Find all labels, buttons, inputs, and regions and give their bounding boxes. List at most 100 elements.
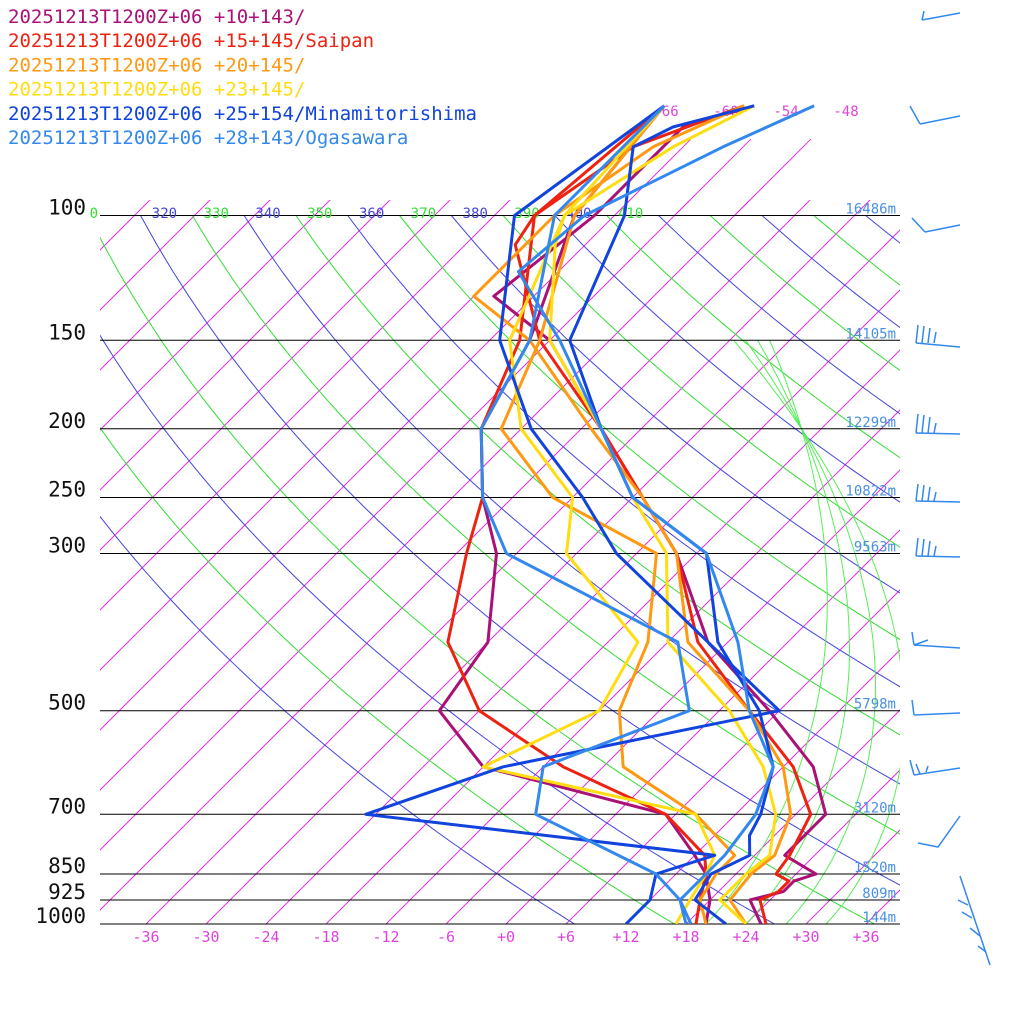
isotherm-line <box>805 829 900 924</box>
legend-entry: 20251213T1200Z+06 +28+143/Ogasawara <box>8 127 408 149</box>
height-label: 14105m <box>845 326 896 342</box>
legend-entry: 20251213T1200Z+06 +10+143/ <box>8 6 305 28</box>
isotherm-line <box>100 200 811 911</box>
dry-adiabat-line <box>969 216 1024 925</box>
pressure-label: 925 <box>48 880 86 904</box>
moist-adiabat-line <box>733 339 900 924</box>
wind-barb <box>915 324 961 348</box>
wind-barb-flag <box>913 639 929 646</box>
dry-adiabat-line <box>347 215 900 688</box>
isotherm-line <box>100 200 631 731</box>
theta-label: 360 <box>359 206 384 222</box>
temperature-tick-label: +6 <box>557 928 575 946</box>
wind-barb-flag <box>911 699 915 716</box>
wind-barb-flag <box>909 105 921 125</box>
isotherm-line <box>325 349 900 924</box>
isotherm-line <box>674 138 752 216</box>
wind-barb <box>917 815 961 848</box>
pressure-label: 1000 <box>35 904 86 928</box>
isotherm-line <box>100 200 511 611</box>
temperature-profile-line <box>472 104 793 924</box>
wind-barb-staff <box>959 875 991 966</box>
isotherm-line <box>986 106 1024 924</box>
isotherm-line <box>205 229 900 924</box>
series-1 <box>446 104 813 924</box>
wind-barb-flag <box>915 537 919 557</box>
wind-barb-flag <box>915 324 919 344</box>
isotherm-line <box>100 200 751 851</box>
dry-adiabat-line <box>917 216 1024 925</box>
wind-barb-flag <box>921 484 925 502</box>
wind-barb-staff <box>921 12 961 21</box>
legend: 20251213T1200Z+06 +10+143/20251213T1200Z… <box>8 6 477 149</box>
wind-barb <box>909 759 961 776</box>
temperature-tick-label: -6 <box>437 928 455 946</box>
isotherm-line <box>265 289 900 924</box>
legend-entry: 20251213T1200Z+06 +23+145/ <box>8 79 305 101</box>
theta-label: 340 <box>255 206 280 222</box>
wind-barb-flag <box>921 538 925 557</box>
wind-barb <box>911 217 961 233</box>
wind-barb-staff <box>915 555 961 558</box>
wind-barb-flag <box>933 545 937 557</box>
isotherm-line <box>100 200 271 371</box>
wind-barb-flag <box>921 325 925 344</box>
pressure-label: 200 <box>48 409 86 433</box>
isotherm-line <box>145 200 871 924</box>
isotherm-line <box>745 769 900 924</box>
wind-barb <box>921 10 961 21</box>
isotherm-line <box>565 589 900 924</box>
wind-barb <box>915 483 961 503</box>
wind-barb-flag <box>909 759 915 776</box>
temperature-axis: -36 -30 -24 -18 -12 -6 +0 +6 +12 +18 +24 +30 +36 <box>132 928 879 946</box>
temperature-tick-label: -30 <box>192 928 219 946</box>
wind-barb-staff <box>913 644 961 649</box>
pressure-label: 300 <box>48 534 86 558</box>
pressure-label: 250 <box>48 477 86 501</box>
isotherm-line <box>734 138 812 216</box>
temperature-profile-line <box>516 104 815 924</box>
pressure-label: 150 <box>48 320 86 344</box>
wind-barb-staff <box>915 432 961 435</box>
wind-barb-flag <box>921 10 925 21</box>
wind-barb-flag <box>915 413 919 434</box>
theta-label: 330 <box>204 206 229 222</box>
wind-barb-flag <box>927 540 931 557</box>
theta-label: 0 <box>90 206 98 222</box>
temperature-tick-label: +24 <box>732 928 759 946</box>
isotherm-line <box>100 200 151 251</box>
theta-label: 350 <box>307 206 332 222</box>
isotherm-line <box>100 200 391 491</box>
height-label: 5798m <box>854 697 896 713</box>
wind-barb-flag <box>927 327 931 344</box>
isotherm-line <box>100 200 451 551</box>
series-4 <box>364 104 781 924</box>
dry-adiabat-line <box>140 215 900 886</box>
isotherm-line <box>0 106 184 924</box>
dewpoint-profile-line <box>364 104 781 924</box>
wind-barb-staff <box>919 115 961 125</box>
isotherm-line <box>100 200 211 311</box>
dry-adiabat-line <box>813 215 900 286</box>
temperature-profile-line <box>548 104 778 924</box>
wind-barb-flag <box>933 331 937 344</box>
wind-barb-flag <box>911 631 915 646</box>
temperature-profile-line <box>513 104 813 924</box>
wind-barb <box>915 537 961 558</box>
isotherm-label: -48 <box>833 104 858 120</box>
wind-barb-flag <box>915 483 919 502</box>
dewpoint-profile-line <box>481 104 717 924</box>
theta-label: 370 <box>411 206 436 222</box>
wind-barb <box>909 105 961 125</box>
wind-barb <box>911 699 961 716</box>
height-label: 16486m <box>845 202 896 218</box>
wind-barb-staff <box>917 815 961 848</box>
pressure-label: 850 <box>48 854 86 878</box>
wind-barb-flag <box>927 416 931 434</box>
sounding-profiles <box>364 104 828 924</box>
wind-barb-flag <box>915 763 921 775</box>
temperature-tick-label: -18 <box>312 928 339 946</box>
theta-labels: 0 320 330 340 350 360 370 380 390 400 410 <box>90 206 644 222</box>
height-label: 9563m <box>854 540 896 556</box>
legend-entry: 20251213T1200Z+06 +15+145/Saipan <box>8 30 374 52</box>
